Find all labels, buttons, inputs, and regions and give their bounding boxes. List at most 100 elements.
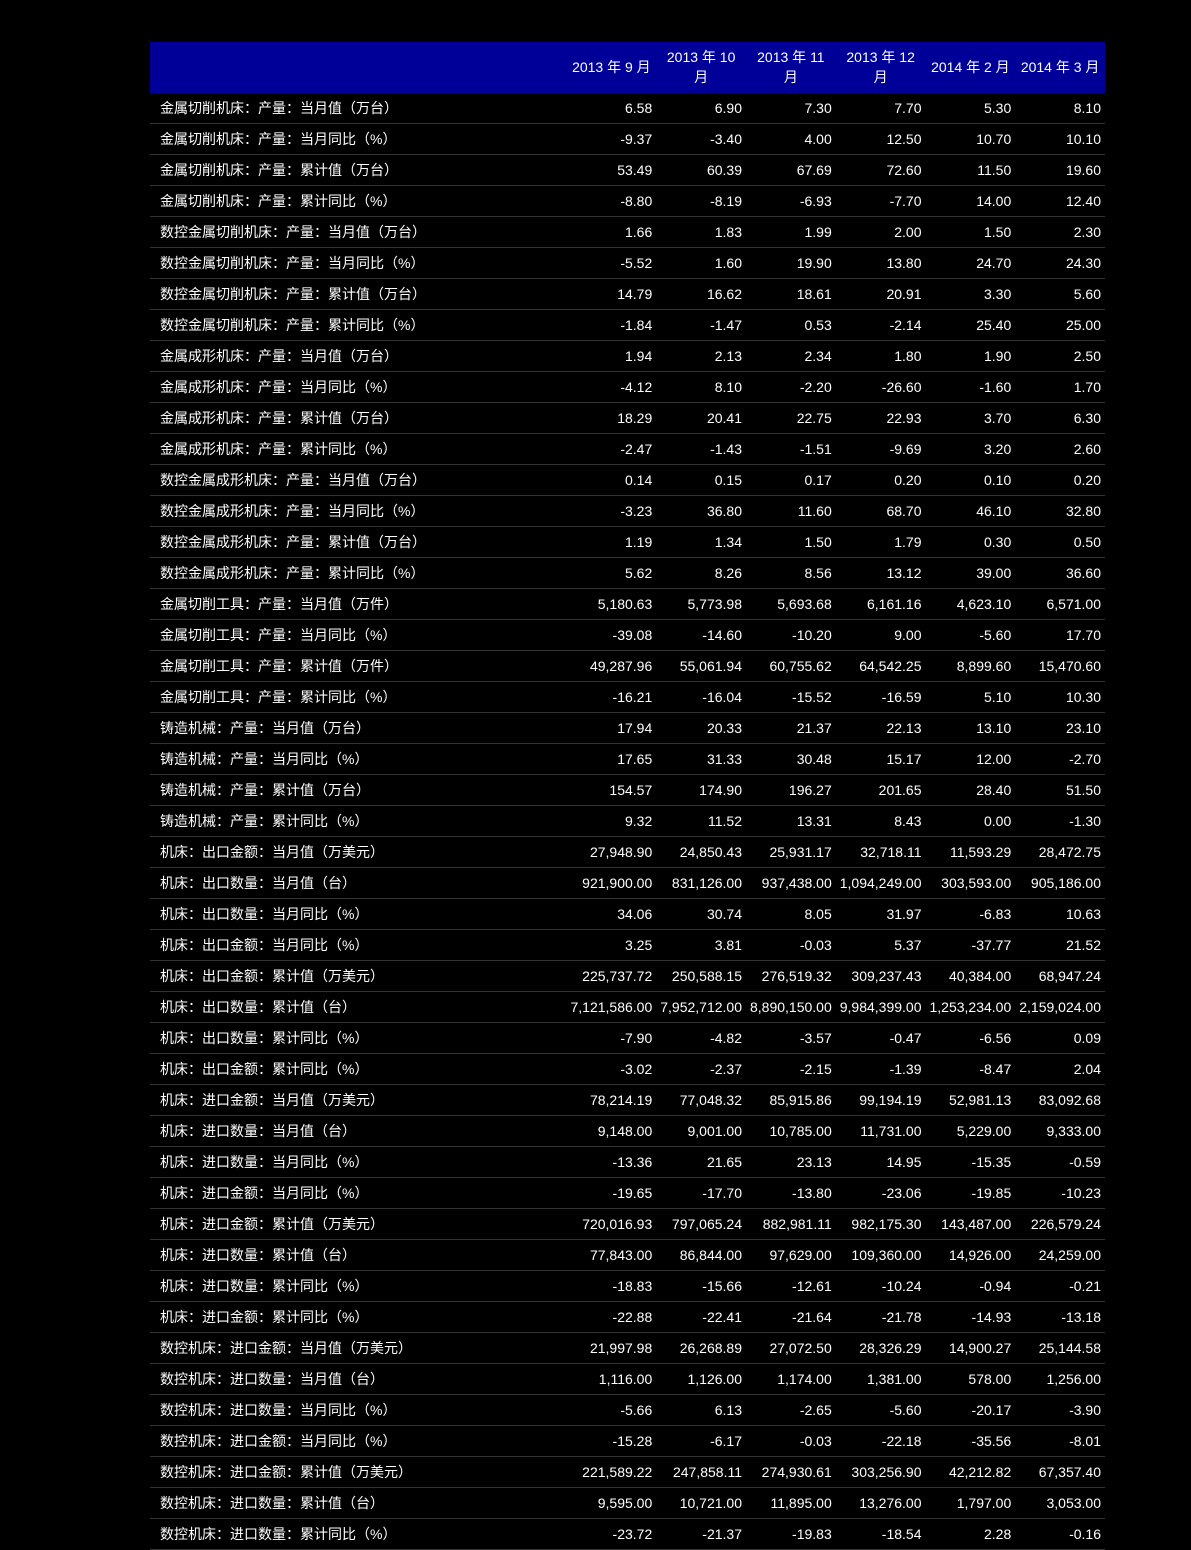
data-cell: 31.97 — [836, 899, 926, 930]
data-cell: -0.21 — [1015, 1271, 1105, 1302]
table-row: 机床：出口金额：累计同比（%）-3.02-2.37-2.15-1.39-8.47… — [150, 1054, 1105, 1085]
data-cell: 13.12 — [836, 558, 926, 589]
data-cell: 1.34 — [656, 527, 746, 558]
data-cell: 13.10 — [926, 713, 1016, 744]
data-cell: -23.06 — [836, 1178, 926, 1209]
data-cell: 0.00 — [926, 806, 1016, 837]
data-cell: 8.43 — [836, 806, 926, 837]
data-cell: -1.30 — [1015, 806, 1105, 837]
table-row: 机床：进口数量：累计值（台）77,843.0086,844.0097,629.0… — [150, 1240, 1105, 1271]
header-label-col — [150, 42, 567, 93]
table-row: 金属切削工具：产量：当月值（万件）5,180.635,773.985,693.6… — [150, 589, 1105, 620]
data-cell: 46.10 — [926, 496, 1016, 527]
data-cell: 25,144.58 — [1015, 1333, 1105, 1364]
table-row: 金属切削工具：产量：累计同比（%）-16.21-16.04-15.52-16.5… — [150, 682, 1105, 713]
data-cell: -1.43 — [656, 434, 746, 465]
economic-data-table: 2013 年 9 月 2013 年 10 月 2013 年 11 月 2013 … — [150, 42, 1105, 1550]
data-cell: 3.81 — [656, 930, 746, 961]
data-cell: -15.35 — [926, 1147, 1016, 1178]
data-cell: 18.29 — [567, 403, 657, 434]
data-cell: -8.01 — [1015, 1426, 1105, 1457]
data-cell: -39.08 — [567, 620, 657, 651]
row-label: 机床：出口金额：当月同比（%） — [150, 930, 567, 961]
data-cell: -35.56 — [926, 1426, 1016, 1457]
row-label: 机床：进口金额：累计同比（%） — [150, 1302, 567, 1333]
data-cell: 27,948.90 — [567, 837, 657, 868]
data-cell: 0.14 — [567, 465, 657, 496]
row-label: 金属成形机床：产量：累计值（万台） — [150, 403, 567, 434]
data-cell: 7,121,586.00 — [567, 992, 657, 1023]
data-cell: 3.70 — [926, 403, 1016, 434]
data-cell: 797,065.24 — [656, 1209, 746, 1240]
data-cell: -7.70 — [836, 186, 926, 217]
data-cell: -2.14 — [836, 310, 926, 341]
data-cell: -2.47 — [567, 434, 657, 465]
row-label: 金属成形机床：产量：累计同比（%） — [150, 434, 567, 465]
data-cell: -22.18 — [836, 1426, 926, 1457]
data-cell: -1.47 — [656, 310, 746, 341]
data-cell: -7.90 — [567, 1023, 657, 1054]
table-row: 数控机床：进口数量：当月值（台）1,116.001,126.001,174.00… — [150, 1364, 1105, 1395]
data-cell: 97,629.00 — [746, 1240, 836, 1271]
data-cell: 0.30 — [926, 527, 1016, 558]
data-cell: 67,357.40 — [1015, 1457, 1105, 1488]
data-cell: 303,256.90 — [836, 1457, 926, 1488]
data-cell: 10.63 — [1015, 899, 1105, 930]
row-label: 数控机床：进口数量：累计值（台） — [150, 1488, 567, 1519]
data-cell: 20.33 — [656, 713, 746, 744]
table-row: 机床：出口金额：累计值（万美元）225,737.72250,588.15276,… — [150, 961, 1105, 992]
header-col-3: 2013 年 11 月 — [746, 42, 836, 93]
row-label: 机床：进口数量：累计同比（%） — [150, 1271, 567, 1302]
data-cell: -1.51 — [746, 434, 836, 465]
data-cell: -1.60 — [926, 372, 1016, 403]
data-cell: 22.93 — [836, 403, 926, 434]
data-cell: 201.65 — [836, 775, 926, 806]
data-cell: 17.65 — [567, 744, 657, 775]
table-row: 金属切削机床：产量：当月同比（%）-9.37-3.404.0012.5010.7… — [150, 124, 1105, 155]
table-row: 金属成形机床：产量：累计同比（%）-2.47-1.43-1.51-9.693.2… — [150, 434, 1105, 465]
data-cell: -13.36 — [567, 1147, 657, 1178]
table-row: 数控金属成形机床：产量：累计同比（%）5.628.268.5613.1239.0… — [150, 558, 1105, 589]
data-cell: 86,844.00 — [656, 1240, 746, 1271]
data-cell: 109,360.00 — [836, 1240, 926, 1271]
data-cell: 27,072.50 — [746, 1333, 836, 1364]
data-cell: 21.37 — [746, 713, 836, 744]
data-cell: 1,174.00 — [746, 1364, 836, 1395]
data-cell: -5.60 — [836, 1395, 926, 1426]
data-cell: 11,593.29 — [926, 837, 1016, 868]
data-cell: -1.84 — [567, 310, 657, 341]
data-cell: 24.30 — [1015, 248, 1105, 279]
table-row: 数控金属切削机床：产量：累计值（万台）14.7916.6218.6120.913… — [150, 279, 1105, 310]
data-cell: -19.85 — [926, 1178, 1016, 1209]
data-cell: -10.24 — [836, 1271, 926, 1302]
data-cell: 1,797.00 — [926, 1488, 1016, 1519]
data-cell: 9,595.00 — [567, 1488, 657, 1519]
data-cell: 5.62 — [567, 558, 657, 589]
table-row: 铸造机械：产量：当月同比（%）17.6531.3330.4815.1712.00… — [150, 744, 1105, 775]
data-cell: -23.72 — [567, 1519, 657, 1550]
data-cell: 5,773.98 — [656, 589, 746, 620]
row-label: 金属切削工具：产量：累计值（万件） — [150, 651, 567, 682]
table-row: 机床：进口金额：当月值（万美元）78,214.1977,048.3285,915… — [150, 1085, 1105, 1116]
data-cell: -13.80 — [746, 1178, 836, 1209]
data-cell: -15.66 — [656, 1271, 746, 1302]
data-cell: -3.90 — [1015, 1395, 1105, 1426]
data-cell: 6.30 — [1015, 403, 1105, 434]
data-table-container: 2013 年 9 月 2013 年 10 月 2013 年 11 月 2013 … — [150, 42, 1105, 1550]
data-cell: 882,981.11 — [746, 1209, 836, 1240]
data-cell: -5.52 — [567, 248, 657, 279]
row-label: 机床：进口数量：当月同比（%） — [150, 1147, 567, 1178]
data-cell: 36.80 — [656, 496, 746, 527]
data-cell: 5.30 — [926, 93, 1016, 124]
data-cell: 14,900.27 — [926, 1333, 1016, 1364]
data-cell: 52,981.13 — [926, 1085, 1016, 1116]
data-cell: 5.37 — [836, 930, 926, 961]
data-cell: 36.60 — [1015, 558, 1105, 589]
data-cell: 2.28 — [926, 1519, 1016, 1550]
table-row: 机床：进口金额：当月同比（%）-19.65-17.70-13.80-23.06-… — [150, 1178, 1105, 1209]
data-cell: 11.50 — [926, 155, 1016, 186]
data-cell: -15.52 — [746, 682, 836, 713]
data-cell: 85,915.86 — [746, 1085, 836, 1116]
data-cell: 21.65 — [656, 1147, 746, 1178]
table-row: 机床：进口金额：累计同比（%）-22.88-22.41-21.64-21.78-… — [150, 1302, 1105, 1333]
